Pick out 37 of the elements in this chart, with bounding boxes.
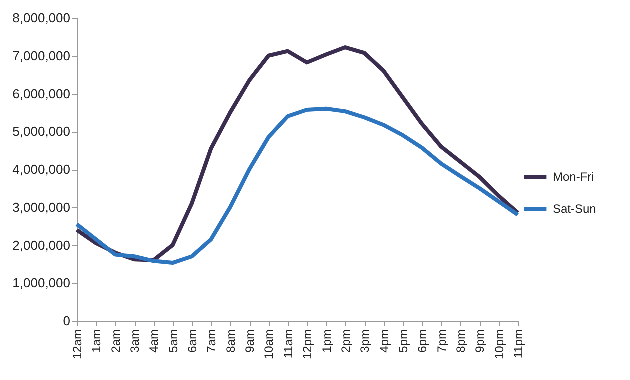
x-tick-label: 5pm bbox=[396, 329, 410, 353]
x-tick-label: 10pm bbox=[492, 330, 506, 360]
y-tick-label: 2,000,000 bbox=[12, 238, 70, 253]
y-tick-label: 3,000,000 bbox=[12, 200, 70, 215]
y-tick-label: 5,000,000 bbox=[12, 124, 70, 140]
y-tick-label: 1,000,000 bbox=[12, 276, 70, 291]
x-tick-label: 2pm bbox=[338, 329, 353, 353]
x-tick-label: 12pm bbox=[300, 330, 315, 360]
x-tick-label: 5am bbox=[166, 329, 180, 353]
line-series bbox=[75, 46, 520, 262]
x-tick-label: 8am bbox=[224, 329, 238, 353]
x-tick-label: 11pm bbox=[512, 330, 526, 359]
x-tick-label: 1am bbox=[90, 329, 104, 353]
x-tick-label: 3pm bbox=[358, 329, 372, 353]
x-tick-label: 4pm bbox=[377, 329, 392, 353]
y-tick-label: 8,000,000 bbox=[12, 10, 70, 26]
x-tick-label: 12am bbox=[70, 330, 84, 360]
x-tick-label: 4am bbox=[147, 329, 162, 353]
x-tick-label: 1pm bbox=[320, 329, 334, 353]
x-tick-label: 8pm bbox=[454, 329, 468, 353]
legend-label: Sat-Sun bbox=[553, 202, 596, 216]
x-tick-label: 6am bbox=[186, 329, 200, 353]
x-tick-label: 9am bbox=[243, 329, 258, 353]
x-tick-label: 11am bbox=[281, 330, 296, 359]
legend-label: Mon-Fri bbox=[553, 170, 594, 184]
y-tick-label: 4,000,000 bbox=[12, 162, 70, 177]
x-tick-label: 6pm bbox=[416, 329, 430, 353]
y-tick-label: 6,000,000 bbox=[12, 86, 70, 102]
y-tick-label: 0 bbox=[63, 314, 70, 328]
line-series bbox=[75, 106, 520, 266]
x-tick-label: 10am bbox=[262, 330, 276, 360]
x-tick-label: 2am bbox=[108, 329, 123, 353]
x-tick-label: 9pm bbox=[473, 329, 488, 353]
x-tick-label: 7pm bbox=[434, 329, 449, 353]
x-tick-label: 7am bbox=[204, 329, 219, 353]
y-tick-label: 7,000,000 bbox=[12, 48, 70, 64]
x-tick-label: 3am bbox=[128, 329, 142, 353]
